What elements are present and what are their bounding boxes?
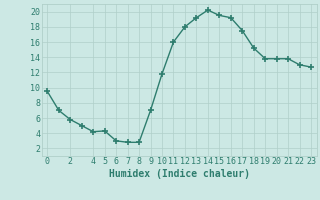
X-axis label: Humidex (Indice chaleur): Humidex (Indice chaleur) [109, 169, 250, 179]
